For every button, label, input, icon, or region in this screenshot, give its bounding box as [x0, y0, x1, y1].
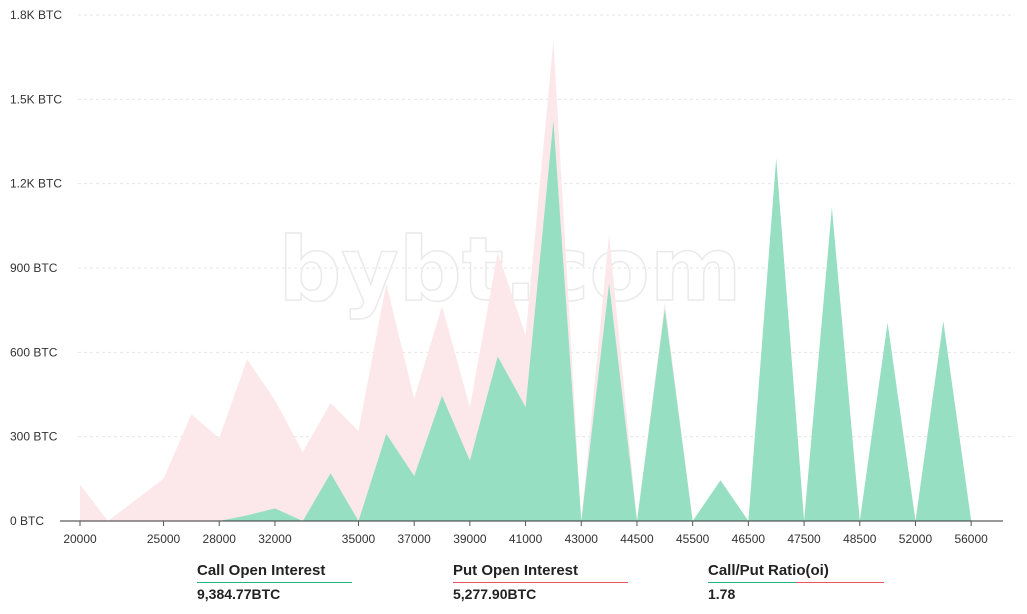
- put-open-interest-stat: Put Open Interest 5,277.90BTC: [453, 562, 628, 602]
- y-tick-label: 1.5K BTC: [10, 92, 62, 106]
- x-tick-label: 32000: [258, 532, 292, 546]
- x-axis-ticks: 20000 25000 28000 32000 35000 37000 39000 41000…: [63, 521, 988, 546]
- x-tick-label: 43000: [565, 532, 599, 546]
- x-tick-label: 28000: [203, 532, 237, 546]
- x-tick-label: 48500: [843, 532, 877, 546]
- stats-bar: Call Open Interest 9,384.77BTC Put Open …: [0, 562, 1027, 614]
- y-tick-label: 0 BTC: [10, 514, 44, 528]
- call-put-ratio-value: 1.78: [708, 586, 736, 602]
- y-tick-label: 600 BTC: [10, 345, 58, 359]
- y-tick-label: 1.2K BTC: [10, 177, 62, 191]
- call-put-ratio-label: Call/Put Ratio(oi): [708, 562, 829, 579]
- call-open-interest-label: Call Open Interest: [197, 562, 326, 579]
- x-tick-label: 46500: [732, 532, 766, 546]
- put-open-interest-value: 5,277.90BTC: [453, 586, 537, 602]
- x-tick-label: 20000: [63, 532, 97, 546]
- put-open-interest-label: Put Open Interest: [453, 562, 579, 579]
- y-tick-label: 900 BTC: [10, 261, 58, 275]
- y-tick-label: 1.8K BTC: [10, 8, 62, 22]
- series-areas: [80, 40, 999, 522]
- x-tick-label: 35000: [342, 532, 376, 546]
- x-tick-label: 52000: [899, 532, 933, 546]
- x-tick-label: 37000: [397, 532, 431, 546]
- call-open-interest-stat: Call Open Interest 9,384.77BTC: [197, 562, 352, 602]
- x-tick-label: 39000: [453, 532, 487, 546]
- y-axis-ticks: 0 BTC 300 BTC 600 BTC 900 BTC 1.2K BTC 1.5K B…: [10, 8, 78, 528]
- call-put-ratio-underline: [708, 582, 884, 583]
- call-open-interest-area: [80, 120, 999, 522]
- y-tick-label: 300 BTC: [10, 430, 58, 444]
- call-open-interest-underline: [197, 582, 352, 583]
- x-tick-label: 41000: [509, 532, 543, 546]
- x-tick-label: 56000: [954, 532, 988, 546]
- x-tick-label: 47500: [787, 532, 821, 546]
- x-tick-label: 44500: [620, 532, 654, 546]
- call-put-ratio-stat: Call/Put Ratio(oi) 1.78: [708, 562, 884, 602]
- put-open-interest-underline: [453, 582, 628, 583]
- call-open-interest-value: 9,384.77BTC: [197, 586, 281, 602]
- x-tick-label: 45500: [676, 532, 710, 546]
- x-tick-label: 25000: [147, 532, 181, 546]
